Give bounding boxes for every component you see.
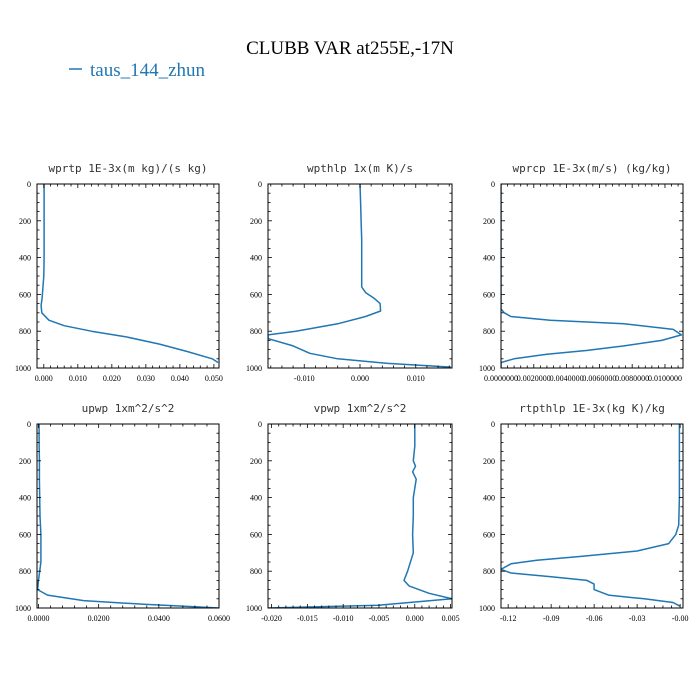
x-tick-label: 0.0000 <box>28 614 50 623</box>
panel-title: wpthlp 1x(m K)/s <box>307 162 413 175</box>
plot-frame <box>36 423 220 609</box>
y-tick-label: 400 <box>250 254 262 263</box>
y-tick-label: 600 <box>19 530 31 539</box>
y-tick-label: 400 <box>19 254 31 263</box>
x-tick-label: -0.010 <box>294 374 315 383</box>
y-tick-label: 400 <box>19 494 31 503</box>
y-tick-label: 800 <box>19 327 31 336</box>
y-tick-label: 800 <box>483 567 495 576</box>
x-tick-label: 0.0400 <box>148 614 170 623</box>
panel-5: vpwp 1xm^2/s^2 0 200 400 600 800 1000-0.020 -0.… <box>246 402 460 623</box>
figure-title: CLUBB VAR at255E,-17N <box>246 38 454 59</box>
panel-title: wprcp 1E-3x(m/s) (kg/kg) <box>513 162 672 175</box>
y-tick-label: 600 <box>250 530 262 539</box>
series-line <box>501 424 681 607</box>
x-tick-label: 0.005 <box>442 614 460 623</box>
y-tick-label: 800 <box>250 567 262 576</box>
x-tick-label: 0.0200 <box>88 614 110 623</box>
panel-title: upwp 1xm^2/s^2 <box>82 402 175 415</box>
y-tick-label: 600 <box>483 530 495 539</box>
x-tick-label: 0.020 <box>103 374 121 383</box>
x-tick-label: -0.015 <box>297 614 318 623</box>
y-tick-label: 400 <box>483 254 495 263</box>
panel-6: rtpthlp 1E-3x(kg K)/kg02004006008001000-… <box>479 402 688 623</box>
x-tick-label: 0.040 <box>171 374 189 383</box>
y-tick-label: 1000 <box>479 604 495 613</box>
panel-title: rtpthlp 1E-3x(kg K)/kg <box>519 402 665 415</box>
y-tick-label: 200 <box>250 457 262 466</box>
series-line <box>40 184 219 364</box>
y-tick-label: 200 <box>19 217 31 226</box>
x-tick-label: -0.00 <box>672 614 689 623</box>
panel-4: upwp 1xm^2/s^2 0 200 400 600 800 10000.0000 0.0… <box>15 402 230 623</box>
x-tick-label: 0.0080000 <box>615 374 649 383</box>
panel-1: wprtp 1E-3x(m kg)/(s kg) 0 200 400 600 800 100… <box>15 162 223 383</box>
plot-frame <box>267 423 453 609</box>
x-tick-label: 0.010 <box>69 374 87 383</box>
y-tick-label: 800 <box>483 327 495 336</box>
y-tick-label: 0 <box>491 420 495 429</box>
x-tick-label: -0.09 <box>543 614 560 623</box>
series-line <box>268 424 452 608</box>
y-tick-label: 0 <box>27 180 31 189</box>
y-tick-label: 600 <box>19 290 31 299</box>
y-tick-label: 800 <box>250 327 262 336</box>
x-tick-label: 0.000 <box>351 374 369 383</box>
y-tick-label: 0 <box>27 420 31 429</box>
y-tick-label: 0 <box>258 420 262 429</box>
x-tick-label: 0.000 <box>406 614 424 623</box>
x-tick-label: -0.12 <box>500 614 517 623</box>
x-tick-label: -0.005 <box>369 614 390 623</box>
y-tick-label: 600 <box>483 290 495 299</box>
y-tick-label: 0 <box>491 180 495 189</box>
y-tick-label: 600 <box>250 290 262 299</box>
y-tick-label: 1000 <box>246 604 262 613</box>
x-tick-label: -0.020 <box>261 614 282 623</box>
plot-frame <box>36 183 220 369</box>
x-tick-label: -0.06 <box>586 614 603 623</box>
x-tick-label: 0.0060000 <box>582 374 616 383</box>
panel-title: wprtp 1E-3x(m kg)/(s kg) <box>49 162 208 175</box>
y-tick-label: 800 <box>19 567 31 576</box>
y-tick-label: 0 <box>258 180 262 189</box>
series-line <box>501 184 683 368</box>
y-tick-label: 1000 <box>15 604 31 613</box>
panel-3: wprcp 1E-3x(m/s) (kg/kg) 0 200 400 600 800 100… <box>479 162 684 383</box>
x-tick-label: 0.030 <box>137 374 155 383</box>
panels: wprtp 1E-3x(m kg)/(s kg) 0 200 400 600 800 100… <box>15 162 688 623</box>
panel-title: vpwp 1xm^2/s^2 <box>314 402 407 415</box>
y-tick-label: 400 <box>250 494 262 503</box>
y-tick-label: 1000 <box>15 364 31 373</box>
x-tick-label: 0.010 <box>407 374 425 383</box>
x-tick-label: 0.0600 <box>208 614 230 623</box>
plot-frame <box>500 183 684 369</box>
plot-frame <box>267 183 453 369</box>
plot-frame <box>500 423 684 609</box>
x-tick-label: -0.010 <box>333 614 354 623</box>
y-tick-label: 200 <box>483 217 495 226</box>
y-tick-label: 200 <box>483 457 495 466</box>
y-tick-label: 200 <box>250 217 262 226</box>
x-tick-label: 0.0040000 <box>550 374 584 383</box>
y-tick-label: 1000 <box>479 364 495 373</box>
legend: taus_144_zhun <box>69 60 206 81</box>
x-tick-label: 0.050 <box>205 374 223 383</box>
y-tick-label: 200 <box>19 457 31 466</box>
x-tick-label: 0.0000000 <box>484 374 518 383</box>
series-line <box>268 184 451 368</box>
series-line <box>37 424 219 608</box>
panel-2: wpthlp 1x(m K)/s 0 200 400 600 800 1000 -0.010 0… <box>246 162 453 383</box>
y-tick-label: 1000 <box>246 364 262 373</box>
x-tick-label: 0.000 <box>35 374 53 383</box>
legend-label: taus_144_zhun <box>90 60 206 81</box>
x-tick-label: -0.03 <box>629 614 646 623</box>
x-tick-label: 0.0020000 <box>517 374 551 383</box>
y-tick-label: 400 <box>483 494 495 503</box>
x-tick-label: 0.0100000 <box>648 374 682 383</box>
